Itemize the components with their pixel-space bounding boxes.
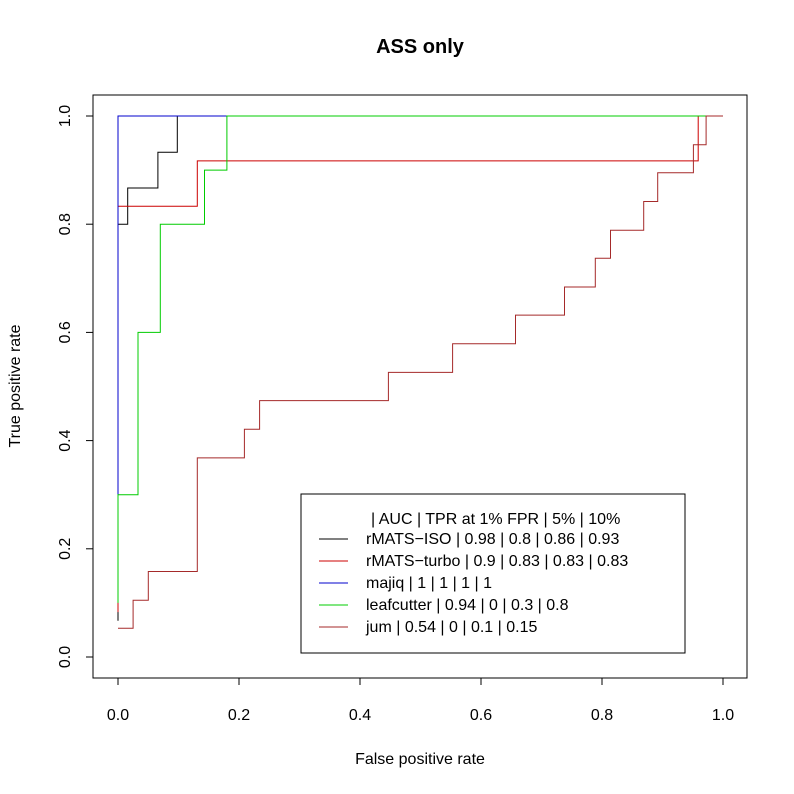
roc-curve bbox=[118, 115, 723, 629]
roc-curve bbox=[117, 115, 723, 621]
legend-entry: jum | 0.54 | 0 | 0.1 | 0.15 bbox=[365, 619, 537, 636]
roc-curve bbox=[117, 115, 723, 603]
y-tick-label: 1.0 bbox=[57, 105, 74, 127]
legend-entry: majiq | 1 | 1 | 1 | 1 bbox=[366, 575, 492, 592]
legend: | AUC | TPR at 1% FPR | 5% | 10% rMATS−I… bbox=[300, 493, 686, 654]
y-tick-label: 0.6 bbox=[57, 321, 74, 343]
y-tick-label: 0.4 bbox=[57, 429, 74, 451]
x-tick-label: 0.0 bbox=[107, 707, 129, 724]
x-tick-label: 0.8 bbox=[591, 707, 613, 724]
y-tick-label: 0.0 bbox=[57, 646, 74, 668]
roc-curve bbox=[117, 115, 227, 495]
y-axis-label: True positive rate bbox=[7, 324, 24, 447]
legend-entry: leafcutter | 0.94 | 0 | 0.3 | 0.8 bbox=[366, 597, 569, 614]
y-tick-label: 0.8 bbox=[57, 213, 74, 235]
x-axis: 0.0 0.2 0.4 0.6 0.8 1.0 bbox=[107, 677, 734, 724]
x-tick-label: 0.6 bbox=[470, 707, 492, 724]
legend-header: | AUC | TPR at 1% FPR | 5% | 10% bbox=[371, 511, 620, 528]
legend-entry: rMATS−ISO | 0.98 | 0.8 | 0.86 | 0.93 bbox=[366, 531, 619, 548]
roc-curves bbox=[117, 115, 723, 629]
x-tick-label: 1.0 bbox=[712, 707, 734, 724]
legend-box bbox=[300, 493, 686, 654]
y-axis: 0.0 0.2 0.4 0.6 0.8 1.0 bbox=[57, 105, 94, 668]
y-tick-label: 0.2 bbox=[57, 538, 74, 560]
x-tick-label: 0.4 bbox=[349, 707, 371, 724]
x-axis-label: False positive rate bbox=[355, 751, 485, 768]
chart-title: ASS only bbox=[376, 36, 465, 58]
x-tick-label: 0.2 bbox=[228, 707, 250, 724]
legend-entry: rMATS−turbo | 0.9 | 0.83 | 0.83 | 0.83 bbox=[366, 553, 628, 570]
